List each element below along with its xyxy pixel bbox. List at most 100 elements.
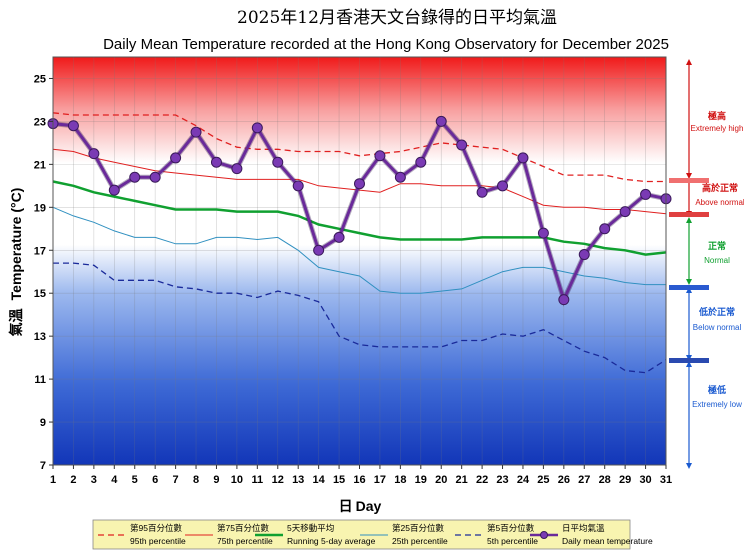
x-tick-label: 17 (374, 474, 386, 486)
band-below-normal-zh: 低於正常 (698, 306, 735, 318)
legend-label-zh: 第95百分位數 (130, 523, 182, 533)
band-above-normal-zh: 高於正常 (702, 182, 738, 194)
legend-item-daily-mean-temperature: 日平均氣溫 Daily mean temperature (530, 523, 653, 546)
daily-mean-point (394, 171, 406, 183)
x-tick-label: 23 (496, 474, 508, 486)
x-tick-label: 25 (537, 474, 549, 486)
series-running-5-day-average (52, 180, 667, 256)
x-tick-label: 5 (132, 474, 138, 486)
daily-mean-point (333, 231, 345, 243)
band-normal-en: Normal (704, 256, 730, 265)
daily-mean-point (497, 180, 509, 192)
x-tick-label: 28 (599, 474, 611, 486)
legend-label-zh: 第25百分位數 (392, 523, 444, 533)
band-extremely-high-en: Extremely high (691, 124, 744, 133)
y-axis-label-en: Temperature (°C) (8, 188, 24, 301)
series-25th-percentile (52, 206, 666, 294)
y-axis: 7 9 11 13 15 17 19 21 23 25 (34, 73, 53, 472)
legend-label-en: 75th percentile (217, 536, 273, 546)
daily-mean-point (435, 115, 447, 127)
daily-mean-point (67, 120, 79, 132)
daily-mean-point (129, 171, 141, 183)
y-tick-label: 9 (40, 417, 46, 429)
legend-label-zh: 第75百分位數 (217, 523, 269, 533)
daily-mean-point (354, 178, 365, 190)
daily-mean-point (374, 150, 386, 162)
daily-mean-point (272, 156, 284, 168)
daily-mean-point (190, 126, 202, 138)
series-95th-percentile (52, 112, 666, 183)
daily-mean-point (210, 156, 222, 168)
y-axis-label-zh: 氣溫 (8, 308, 24, 336)
band-above-normal-en: Above normal (695, 198, 744, 207)
x-axis-label-zh: 日 (339, 498, 353, 514)
series-75th-percentile (52, 148, 667, 215)
y-tick-label: 19 (34, 202, 46, 214)
legend-label-zh: 5天移動平均 (287, 523, 334, 533)
y-tick-label: 13 (34, 331, 46, 343)
legend-item-running-5-day-average: 5天移動平均 Running 5-day average (255, 523, 376, 546)
x-axis-label: 日 Day (339, 498, 382, 514)
legend-marker (540, 531, 548, 539)
legend: 第95百分位數 95th percentile 第75百分位數 75th percen… (92, 519, 653, 550)
daily-mean-point (231, 163, 243, 175)
boundary-marker-p95 (669, 178, 709, 183)
x-tick-label: 18 (394, 474, 406, 486)
y-axis-label: 氣溫 Temperature (°C) (8, 188, 24, 337)
daily-mean-point (517, 152, 529, 164)
category-bands: 極高 Extremely high 高於正常 Above normal 正常 N… (669, 59, 744, 469)
legend-label-en: Running 5-day average (287, 536, 376, 546)
daily-mean-point (149, 171, 161, 183)
legend-item-95th-percentile: 第95百分位數 95th percentile (98, 523, 186, 546)
x-tick-label: 2 (70, 474, 76, 486)
x-tick-label: 13 (292, 474, 304, 486)
legend-label-en: Daily mean temperature (562, 536, 653, 546)
x-axis: 1 2 3 4 5 6 7 8 9 10 11 12 13 14 15 16 17 18 19 20 21 22 23 24 2… (50, 465, 672, 486)
x-tick-label: 26 (558, 474, 570, 486)
daily-mean-point (599, 223, 611, 235)
daily-mean-point (415, 156, 427, 168)
daily-mean-point (578, 249, 590, 261)
daily-mean-point (476, 186, 488, 198)
x-tick-label: 1 (50, 474, 56, 486)
x-tick-label: 12 (272, 474, 284, 486)
daily-mean-point (88, 148, 100, 160)
x-tick-label: 8 (193, 474, 199, 486)
x-tick-label: 27 (578, 474, 590, 486)
y-tick-label: 25 (34, 73, 46, 85)
x-tick-label: 20 (435, 474, 447, 486)
x-tick-label: 22 (476, 474, 488, 486)
daily-mean-point (170, 152, 182, 164)
x-tick-label: 16 (353, 474, 365, 486)
x-tick-label: 19 (415, 474, 427, 486)
band-extremely-low-zh: 極低 (707, 384, 726, 396)
x-tick-label: 11 (252, 474, 264, 486)
x-tick-label: 4 (111, 474, 118, 486)
boundary-marker-p75 (669, 212, 709, 217)
y-tick-label: 15 (34, 288, 46, 300)
x-tick-label: 15 (333, 474, 345, 486)
y-tick-label: 23 (34, 116, 46, 128)
x-tick-label: 3 (91, 474, 97, 486)
daily-mean-point (619, 206, 631, 218)
legend-label-en: 5th percentile (487, 536, 538, 546)
legend-item-75th-percentile: 第75百分位數 75th percentile (185, 523, 273, 546)
legend-label-en: 25th percentile (392, 536, 448, 546)
legend-label-zh: 第5百分位數 (487, 523, 535, 533)
band-extremely-low-en: Extremely low (692, 400, 742, 409)
y-tick-label: 17 (34, 245, 46, 257)
plot-area-background (53, 57, 666, 465)
daily-mean-point (292, 180, 304, 192)
daily-mean-point (640, 188, 652, 200)
legend-label-zh: 日平均氣溫 (562, 523, 605, 533)
band-extremely-high-zh: 極高 (707, 110, 726, 122)
svg-text:氣溫Temperature (°C): 氣溫 Temperature (°C) (8, 188, 24, 337)
x-tick-label: 6 (152, 474, 158, 486)
daily-mean-point (456, 139, 468, 151)
legend-item-25th-percentile: 第25百分位數 25th percentile (360, 523, 448, 546)
boundary-marker-p5 (669, 358, 709, 363)
series-layer (47, 112, 672, 374)
y-tick-label: 21 (34, 159, 46, 171)
daily-mean-point (108, 184, 120, 196)
